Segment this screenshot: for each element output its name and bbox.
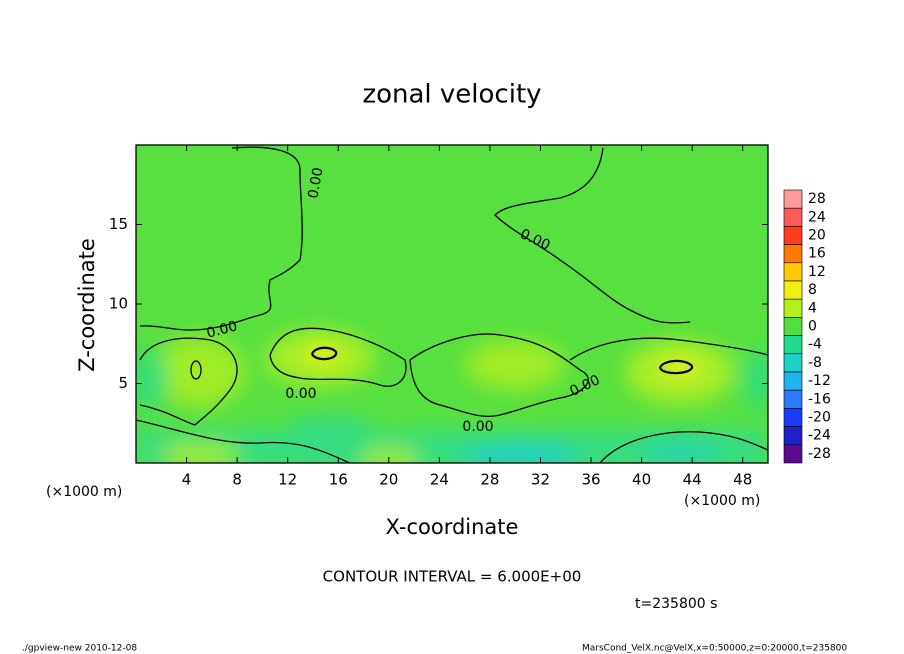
- colorbar-label: -8: [808, 355, 822, 371]
- colorbar-swatch: [783, 408, 803, 427]
- chart-title: zonal velocity: [362, 80, 541, 110]
- colorbar-label: -16: [808, 391, 831, 407]
- colorbar-label: 4: [808, 300, 817, 316]
- colorbar-label: -20: [808, 410, 831, 426]
- x-tick-label: 16: [329, 471, 348, 489]
- colorbar-label: 0: [808, 319, 817, 335]
- colorbar-swatch: [783, 353, 803, 373]
- contour-label: 0.00: [285, 386, 316, 402]
- y-tick-label: 5: [118, 374, 128, 392]
- contour-interval: CONTOUR INTERVAL = 6.000E+00: [323, 568, 582, 586]
- x-tick-label: 44: [683, 471, 702, 489]
- colorbar-swatch: [783, 244, 803, 264]
- colorbar-label: -28: [808, 446, 831, 462]
- colorbar-swatch: [783, 371, 803, 391]
- colorbar-swatch: [783, 226, 803, 245]
- y-tick-label: 10: [109, 295, 128, 313]
- colorbar-swatch: [783, 207, 803, 227]
- time-label: t=235800 s: [635, 596, 717, 612]
- colorbar-label: 8: [808, 282, 817, 298]
- y-tick-label: 15: [109, 215, 128, 233]
- colorbar-swatch: [783, 335, 803, 355]
- y-axis-label: Z-coordinate: [75, 238, 99, 372]
- footer-right: MarsCond_VelX.nc@VelX,x=0:50000,z=0:2000…: [582, 644, 847, 654]
- colorbar-label: 16: [808, 246, 826, 262]
- x-axis-label: X-coordinate: [386, 515, 519, 539]
- footer-left: ./gpview-new 2010-12-08: [22, 644, 137, 654]
- x-tick-label: 24: [430, 471, 449, 489]
- colorbar-swatch: [783, 280, 803, 300]
- x-unit: (×1000 m): [684, 493, 760, 509]
- x-tick-label: 8: [232, 471, 242, 489]
- colorbar-swatch: [783, 426, 803, 446]
- x-tick-label: 12: [278, 471, 297, 489]
- x-tick-label: 28: [480, 471, 499, 489]
- x-tick-label: 40: [632, 471, 651, 489]
- x-tick-label: 20: [379, 471, 398, 489]
- contour-label: 0.00: [305, 166, 326, 199]
- colorbar-swatch: [783, 189, 803, 209]
- colorbar-label: -24: [808, 428, 831, 444]
- x-unit: (×1000 m): [46, 484, 122, 500]
- contour-label: 0.00: [205, 318, 239, 342]
- colorbar-swatch: [783, 262, 803, 282]
- colorbar-swatch: [783, 298, 803, 318]
- field: [136, 145, 768, 463]
- colorbar-label: 20: [808, 228, 826, 244]
- x-tick-label: 36: [581, 471, 600, 489]
- colorbar-label: -4: [808, 337, 822, 353]
- colorbar-label: -12: [808, 373, 831, 389]
- x-tick-label: 4: [182, 471, 192, 489]
- x-tick-label: 32: [531, 471, 550, 489]
- colorbar-label: 24: [808, 209, 826, 225]
- x-tick-label: 48: [733, 471, 752, 489]
- contour-label: 0.00: [462, 419, 493, 435]
- colorbar-swatch: [783, 317, 803, 336]
- colorbar-label: 28: [808, 191, 826, 207]
- colorbar-swatch: [783, 444, 803, 464]
- colorbar-swatch: [783, 389, 803, 409]
- colorbar-label: 12: [808, 264, 826, 280]
